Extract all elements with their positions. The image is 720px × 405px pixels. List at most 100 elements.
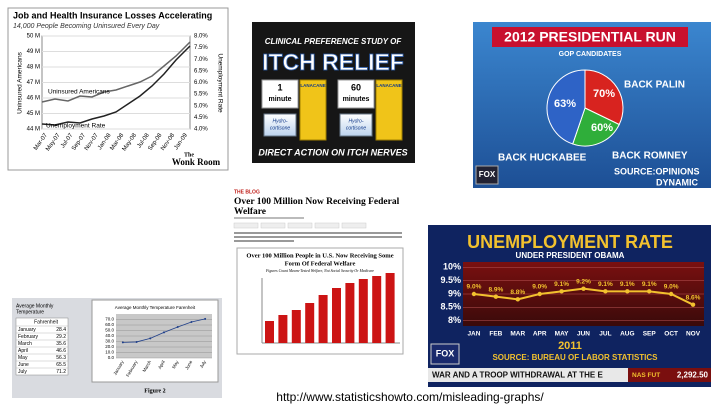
table-cell: April xyxy=(18,348,28,354)
rival-label: Hydro- xyxy=(272,118,287,124)
x-tick-label: FEB xyxy=(489,331,502,338)
x-tick-label: NOV xyxy=(686,331,701,338)
y-tick-label: 30.0 xyxy=(105,339,114,344)
text-line xyxy=(234,236,402,238)
table-cell: 56.3 xyxy=(56,355,66,361)
value-label: 9.1% xyxy=(642,281,657,288)
time-unit: minute xyxy=(269,96,292,103)
bar xyxy=(358,279,368,343)
point xyxy=(163,331,165,334)
market-band xyxy=(628,368,711,382)
slice-label: 63% xyxy=(554,98,576,110)
y2-tick-label: 7.5% xyxy=(194,45,208,51)
rival-box xyxy=(263,113,297,137)
panel-footer: DIRECT ACTION ON ITCH NERVES xyxy=(258,147,407,157)
slice-name: BACK ROMNEY xyxy=(612,151,688,162)
share-button xyxy=(341,222,367,229)
y-axis-label: Uninsured Americans xyxy=(17,51,24,114)
time-box xyxy=(261,79,299,109)
time-unit: minutes xyxy=(343,96,370,103)
panel-subtitle: GOP CANDIDATES xyxy=(559,51,622,58)
x-tick-label: July xyxy=(199,359,208,369)
point xyxy=(647,289,652,294)
figure-caption: Figure 2 xyxy=(144,388,165,394)
market: NAS FUT xyxy=(632,372,660,379)
table-cell: January xyxy=(18,327,36,333)
x-tick-label: AUG xyxy=(620,331,634,338)
x-tick-label: JUN xyxy=(577,331,590,338)
point xyxy=(581,286,586,291)
slice-name: BACK HUCKABEE xyxy=(498,153,587,164)
value-label: 9.0% xyxy=(467,284,482,291)
point xyxy=(668,291,674,297)
y-tick-label: 49 M xyxy=(27,49,40,55)
time-value: 1 xyxy=(277,82,282,92)
y-tick-label: 48 M xyxy=(27,65,40,71)
y-tick-label: 40.0 xyxy=(105,333,114,338)
bar xyxy=(345,283,355,343)
ticker: WAR AND A TROOP WITHDRAWAL AT THE E xyxy=(432,371,603,380)
logo: FOX xyxy=(436,348,455,358)
y-tick-label: 20.0 xyxy=(105,344,114,349)
value-label: 9.0% xyxy=(664,284,679,291)
brand-label: LANACANE xyxy=(300,83,325,88)
brand-box xyxy=(299,79,327,141)
value-label: 8.6% xyxy=(686,294,701,301)
point xyxy=(493,294,499,299)
y-tick-label: 9.5% xyxy=(440,275,461,285)
y-tick-label: 8.5% xyxy=(440,302,461,312)
point xyxy=(603,289,608,294)
caption: http://www.statisticshowto.com/misleadin… xyxy=(276,390,544,404)
y2-tick-label: 4.5% xyxy=(194,115,208,121)
value-label: 9.1% xyxy=(620,281,635,288)
point xyxy=(121,341,124,344)
point xyxy=(204,317,207,320)
title-band xyxy=(492,27,688,47)
panel-title: Job and Health Insurance Losses Accelera… xyxy=(13,10,212,20)
share-button xyxy=(233,222,259,229)
table-cell: 46.6 xyxy=(56,348,66,354)
x-tick-label: MAR xyxy=(510,331,525,338)
share-button xyxy=(287,222,313,229)
point xyxy=(559,289,564,294)
panel-heading: CLINICAL PREFERENCE STUDY OF xyxy=(265,37,403,46)
value-label: 8.8% xyxy=(510,289,525,296)
y-tick-label: 60.0 xyxy=(105,322,114,327)
bar xyxy=(385,273,395,343)
text-line xyxy=(234,240,294,242)
x-tick-label: June xyxy=(184,359,193,370)
source: SOURCE: BUREAU OF LABOR STATISTICS xyxy=(492,353,658,362)
y-tick-label: 10% xyxy=(443,262,461,272)
logo-box xyxy=(475,165,499,185)
bar xyxy=(305,303,315,343)
text-line xyxy=(234,232,402,234)
point xyxy=(537,291,542,297)
y2-tick-label: 5.5% xyxy=(194,92,208,98)
pie-slice xyxy=(572,107,620,147)
y-tick-label: 8% xyxy=(448,315,461,325)
x-tick-label: MAY xyxy=(555,331,570,338)
rival-label: cortisone xyxy=(270,125,291,131)
bar xyxy=(318,295,328,343)
x-tick-label: JUL xyxy=(599,331,611,338)
source: DYNAMIC xyxy=(656,177,698,187)
logo: The xyxy=(184,152,194,158)
x-tick-label: JAN xyxy=(467,331,480,338)
y-tick-label: 47 M xyxy=(27,80,40,86)
chart-title: Form Of Federal Welfare xyxy=(285,260,356,267)
logo-box xyxy=(430,343,460,365)
table-cell: 29.2 xyxy=(56,334,66,340)
brand-box xyxy=(375,79,403,141)
year: 2011 xyxy=(558,340,582,352)
point xyxy=(515,297,520,302)
y2-tick-label: 4.0% xyxy=(194,127,208,133)
bar xyxy=(291,310,301,343)
x-tick-label: April xyxy=(157,360,166,370)
logo: Wonk Room xyxy=(172,157,221,167)
line-uninsured xyxy=(41,41,191,103)
time-value: 60 xyxy=(351,82,361,92)
panel-title: ITCH RELIEF xyxy=(262,49,404,75)
chart-subtitle: Figures Count Means-Tested Welfare, Not … xyxy=(265,269,374,274)
